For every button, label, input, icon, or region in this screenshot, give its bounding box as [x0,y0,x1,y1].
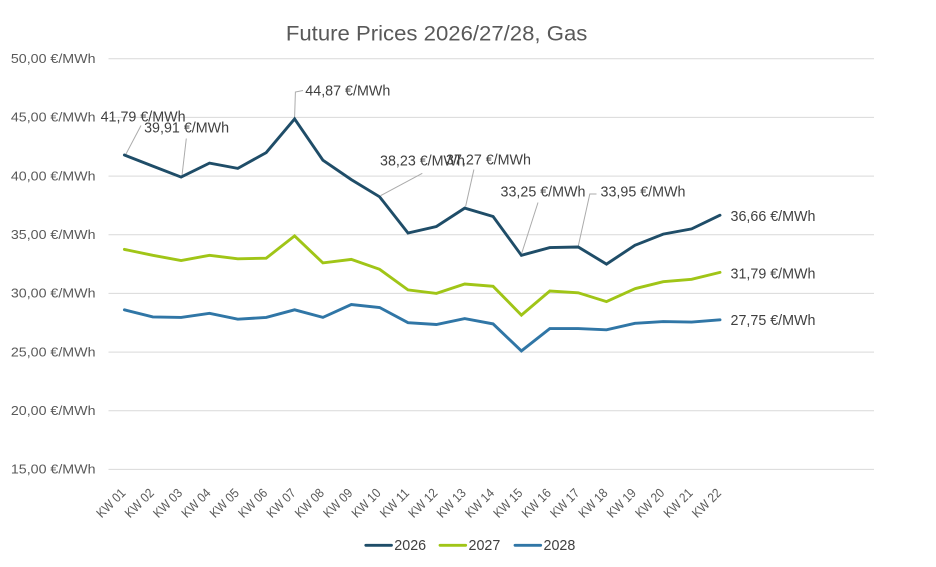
svg-text:50,00 €/MWh: 50,00 €/MWh [11,51,96,66]
svg-text:41,79 €/MWh: 41,79 €/MWh [101,109,186,125]
svg-text:39,91 €/MWh: 39,91 €/MWh [144,120,229,136]
svg-text:20,00 €/MWh: 20,00 €/MWh [11,403,96,418]
svg-text:33,95 €/MWh: 33,95 €/MWh [601,185,686,201]
svg-text:37,27 €/MWh: 37,27 €/MWh [446,152,531,168]
svg-text:40,00 €/MWh: 40,00 €/MWh [11,168,96,183]
svg-text:2027: 2027 [469,538,501,554]
svg-text:36,66 €/MWh: 36,66 €/MWh [731,209,816,225]
svg-text:Future Prices 2026/27/28, Gas: Future Prices 2026/27/28, Gas [286,22,588,46]
svg-text:45,00 €/MWh: 45,00 €/MWh [11,110,96,125]
svg-text:38,23 €/MWh: 38,23 €/MWh [380,154,465,170]
svg-text:44,87 €/MWh: 44,87 €/MWh [305,83,390,99]
svg-text:27,75 €/MWh: 27,75 €/MWh [731,313,816,329]
svg-text:2026: 2026 [394,538,426,554]
svg-text:15,00 €/MWh: 15,00 €/MWh [11,462,96,477]
svg-text:33,25 €/MWh: 33,25 €/MWh [501,185,586,201]
svg-text:30,00 €/MWh: 30,00 €/MWh [11,286,96,301]
svg-text:2028: 2028 [544,538,576,554]
svg-text:31,79 €/MWh: 31,79 €/MWh [731,266,816,282]
svg-text:35,00 €/MWh: 35,00 €/MWh [11,227,96,242]
svg-text:25,00 €/MWh: 25,00 €/MWh [11,344,96,359]
